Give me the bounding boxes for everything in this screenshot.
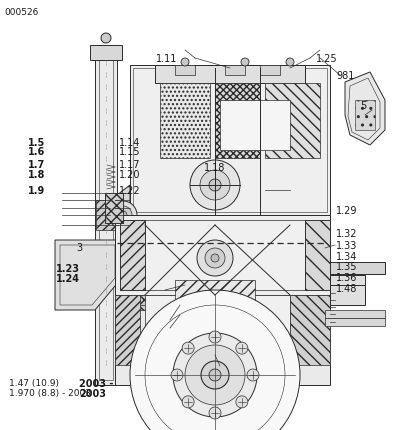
- Text: 1.47 (10.9): 1.47 (10.9): [9, 379, 59, 388]
- Circle shape: [182, 396, 194, 408]
- Text: 1.6: 1.6: [28, 147, 45, 157]
- Circle shape: [211, 254, 219, 262]
- Bar: [115, 295, 330, 385]
- Circle shape: [182, 342, 194, 354]
- Circle shape: [119, 211, 127, 219]
- Bar: [325, 310, 385, 318]
- Circle shape: [197, 240, 233, 276]
- Text: 1.35: 1.35: [336, 262, 358, 272]
- Circle shape: [209, 331, 221, 343]
- Polygon shape: [117, 185, 130, 240]
- Bar: [330, 285, 365, 305]
- Bar: [220, 100, 290, 150]
- Text: 1.22: 1.22: [119, 186, 141, 196]
- Text: 1.48: 1.48: [336, 284, 357, 294]
- Text: 981: 981: [336, 71, 354, 81]
- Circle shape: [171, 369, 183, 381]
- Text: 1.36: 1.36: [336, 273, 357, 283]
- Text: 2003: 2003: [79, 389, 106, 399]
- Bar: [120, 220, 145, 290]
- Bar: [305, 220, 330, 290]
- Bar: [155, 65, 305, 83]
- Text: 000526: 000526: [5, 8, 39, 17]
- Text: 1.970 (8.8) - 2003: 1.970 (8.8) - 2003: [9, 389, 91, 398]
- Polygon shape: [345, 72, 385, 145]
- Bar: [90, 45, 122, 60]
- Circle shape: [247, 369, 259, 381]
- Circle shape: [286, 58, 294, 66]
- Bar: [325, 318, 385, 326]
- Circle shape: [109, 201, 137, 229]
- Text: 1.7: 1.7: [28, 160, 45, 170]
- Bar: [225, 65, 245, 75]
- Bar: [175, 280, 255, 330]
- Bar: [175, 65, 195, 75]
- Circle shape: [181, 58, 189, 66]
- Text: 1.25: 1.25: [316, 54, 338, 64]
- Text: 1.23: 1.23: [56, 264, 80, 274]
- Text: 1.5: 1.5: [28, 138, 45, 147]
- Text: 1.9: 1.9: [28, 186, 45, 196]
- Text: 1.11: 1.11: [156, 54, 177, 64]
- Circle shape: [130, 290, 300, 430]
- Circle shape: [209, 369, 221, 381]
- Circle shape: [101, 33, 111, 43]
- Bar: [115, 295, 330, 305]
- Text: 1.14: 1.14: [119, 138, 140, 147]
- Bar: [290, 295, 330, 365]
- Bar: [305, 220, 330, 290]
- Bar: [115, 295, 140, 365]
- Bar: [260, 65, 280, 75]
- Circle shape: [241, 58, 249, 66]
- Bar: [130, 65, 330, 215]
- Bar: [330, 262, 385, 274]
- Bar: [120, 220, 145, 290]
- Bar: [95, 45, 117, 385]
- Circle shape: [209, 407, 221, 419]
- Polygon shape: [55, 240, 120, 310]
- Circle shape: [209, 179, 221, 191]
- Bar: [215, 83, 260, 158]
- Circle shape: [201, 361, 229, 389]
- Bar: [105, 193, 123, 223]
- Bar: [105, 193, 123, 223]
- Text: 2003 -: 2003 -: [79, 379, 114, 389]
- Bar: [330, 275, 365, 300]
- Text: 1.24: 1.24: [56, 274, 80, 284]
- Text: 1.34: 1.34: [336, 252, 357, 261]
- Bar: [99, 50, 113, 380]
- Bar: [115, 300, 330, 310]
- Circle shape: [205, 248, 225, 268]
- Bar: [145, 295, 290, 365]
- Circle shape: [236, 342, 248, 354]
- Bar: [355, 100, 375, 130]
- Text: 1.20: 1.20: [119, 170, 141, 180]
- Text: 1.15: 1.15: [119, 147, 141, 157]
- Text: 3: 3: [76, 243, 82, 252]
- Text: 1.29: 1.29: [336, 206, 358, 216]
- Circle shape: [236, 396, 248, 408]
- Bar: [115, 215, 330, 295]
- Circle shape: [200, 170, 230, 200]
- Text: 1.18: 1.18: [204, 163, 225, 173]
- Bar: [96, 200, 116, 230]
- Bar: [133, 68, 327, 212]
- Text: 5: 5: [360, 101, 366, 111]
- Circle shape: [114, 206, 132, 224]
- Circle shape: [190, 160, 240, 210]
- Bar: [265, 83, 320, 158]
- Text: 1.17: 1.17: [119, 160, 141, 170]
- Bar: [130, 220, 305, 290]
- Text: 1.8: 1.8: [28, 170, 45, 180]
- Circle shape: [173, 333, 257, 417]
- Text: 1.32: 1.32: [336, 229, 358, 239]
- Circle shape: [185, 345, 245, 405]
- Bar: [160, 83, 210, 158]
- Text: 1.33: 1.33: [336, 241, 357, 251]
